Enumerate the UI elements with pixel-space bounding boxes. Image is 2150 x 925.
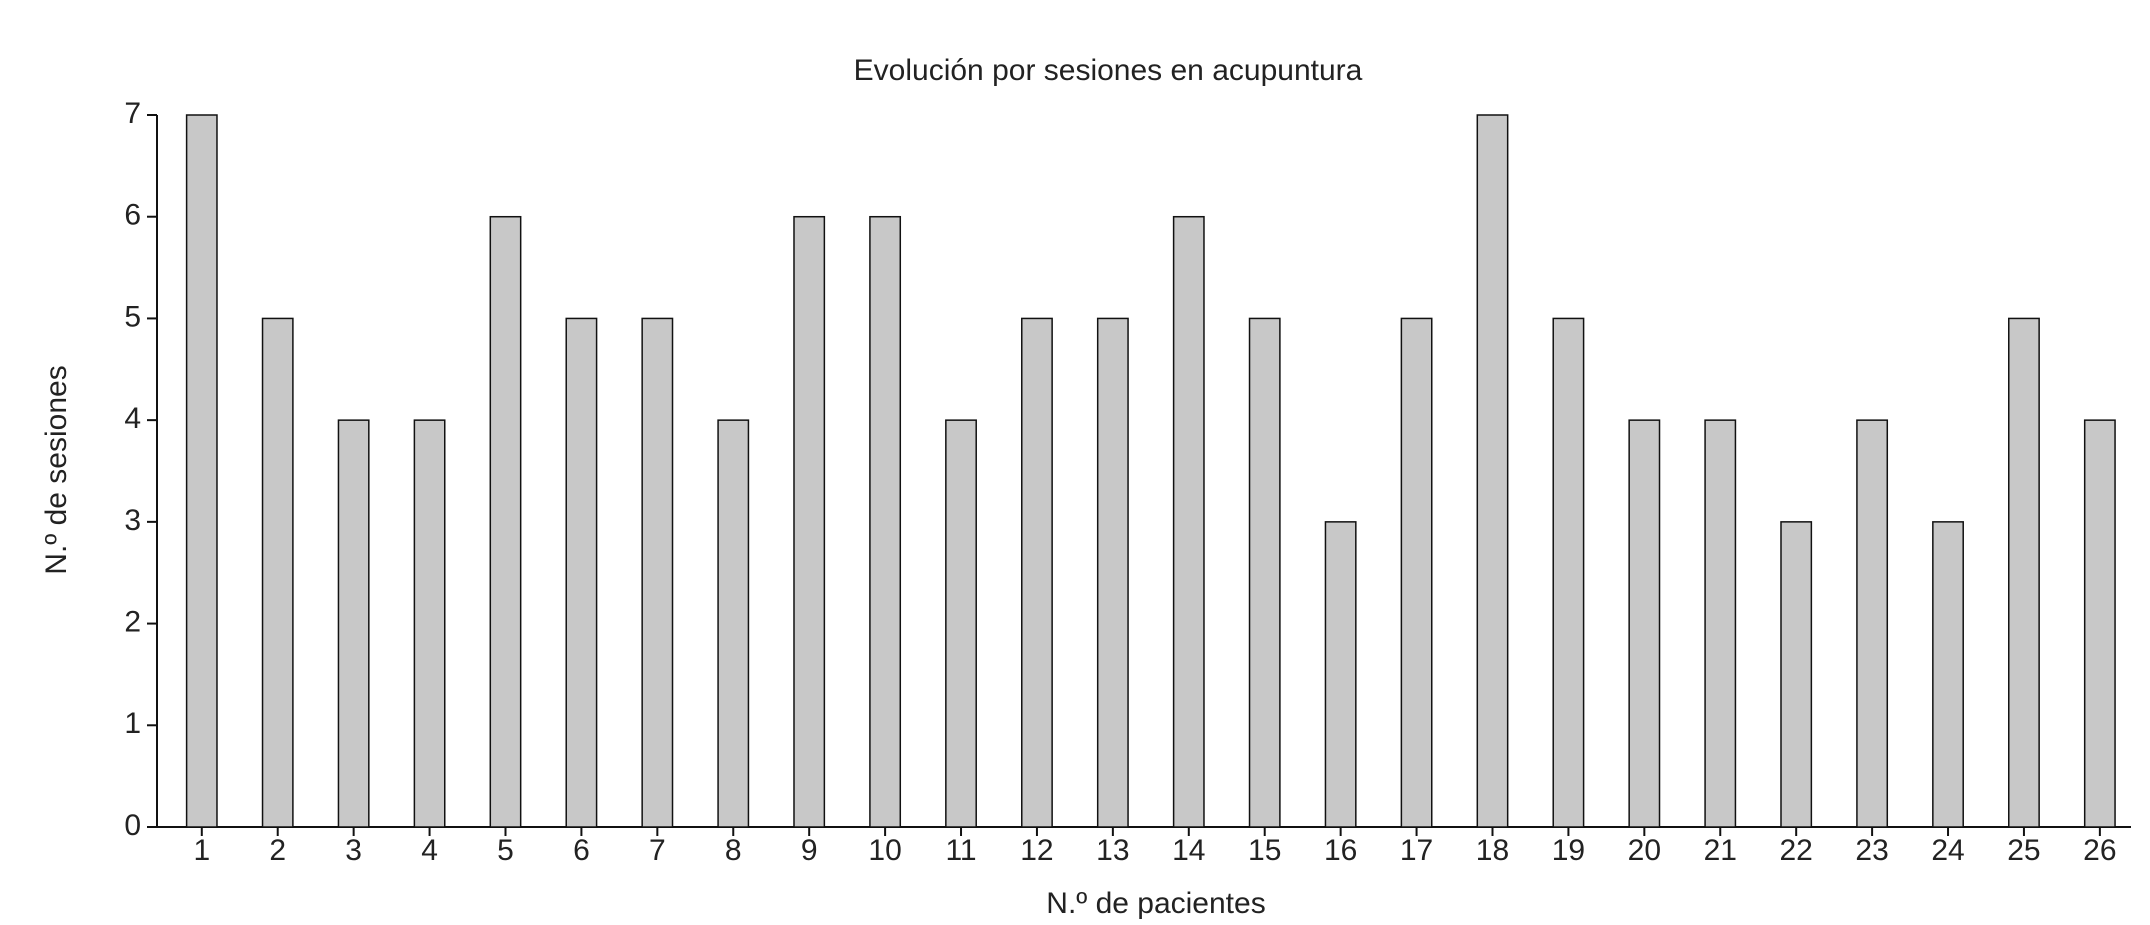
bar: [1932, 521, 1964, 828]
bar: [641, 317, 674, 828]
bar: [1780, 521, 1813, 828]
x-tick-label: 17: [1400, 834, 1433, 867]
x-tick-label: 7: [649, 834, 666, 867]
x-tick-label: 18: [1476, 834, 1509, 867]
x-tick-label: 24: [1931, 834, 1964, 867]
x-tick-label: 23: [1855, 834, 1888, 867]
bar: [2008, 317, 2040, 828]
bar: [945, 419, 977, 828]
chart-title: Evolución por sesiones en acupuntura: [854, 54, 1363, 87]
y-tick-label: 6: [124, 199, 141, 232]
bar: [1856, 419, 1889, 828]
bar: [1324, 521, 1357, 828]
x-tick-label: 21: [1704, 834, 1737, 867]
bar: [869, 215, 902, 828]
x-tick-label: 25: [2007, 834, 2040, 867]
x-tick-label: 10: [868, 834, 901, 867]
y-tick-label: 0: [124, 809, 141, 842]
x-tick-label: 13: [1096, 834, 1129, 867]
x-tick-label: 19: [1552, 834, 1585, 867]
x-tick-label: 1: [193, 834, 210, 867]
x-tick-label: 14: [1172, 834, 1205, 867]
bar: [337, 419, 370, 828]
bar: [1172, 215, 1205, 828]
x-tick-label: 4: [421, 834, 438, 867]
bar: [1096, 317, 1129, 828]
x-axis-label: N.º de pacientes: [1046, 887, 1265, 920]
bar: [489, 215, 522, 828]
x-tick-label: 6: [573, 834, 590, 867]
x-tick-label: 20: [1628, 834, 1661, 867]
x-tick-label: 3: [345, 834, 362, 867]
y-tick-label: 4: [124, 402, 141, 435]
bar: [2083, 419, 2116, 828]
bar: [1021, 317, 1053, 828]
y-tick-label: 1: [124, 707, 141, 740]
x-tick-label: 22: [1779, 834, 1812, 867]
bar: [565, 317, 598, 828]
x-tick-label: 5: [497, 834, 514, 867]
bar: [793, 215, 826, 828]
x-tick-label: 15: [1248, 834, 1281, 867]
x-tick-label: 9: [801, 834, 818, 867]
x-tick-label: 16: [1324, 834, 1357, 867]
bar: [1476, 114, 1509, 828]
x-tick-label: 26: [2083, 834, 2116, 867]
bar: [1628, 419, 1661, 828]
bar: [1248, 317, 1281, 828]
y-tick-label: 7: [124, 97, 141, 130]
x-tick-label: 11: [945, 834, 976, 867]
x-tick-label: 8: [725, 834, 742, 867]
y-axis-label: N.º de sesiones: [40, 365, 73, 574]
bar: [717, 419, 750, 828]
y-tick-label: 3: [124, 504, 141, 537]
bar: [1704, 419, 1737, 828]
bar: [413, 419, 446, 828]
bar: [185, 114, 218, 828]
x-tick-label: 12: [1020, 834, 1053, 867]
bar: [1400, 317, 1433, 828]
bar: [1552, 317, 1585, 828]
y-tick-label: 2: [124, 605, 141, 638]
x-tick-label: 2: [269, 834, 286, 867]
bar: [261, 317, 294, 828]
y-tick-label: 5: [124, 300, 141, 333]
